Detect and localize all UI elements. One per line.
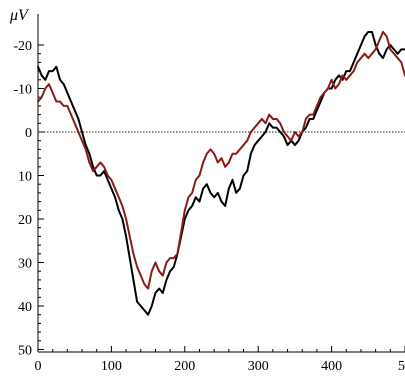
y-axis-label: μV [9,7,30,24]
x-tick-label: 400 [321,359,342,374]
y-tick-label: 50 [18,344,32,359]
series-layer [37,30,405,316]
x-tick-label: 100 [101,359,122,374]
y-tick-label: 30 [18,257,32,272]
y-tick-label: 40 [18,300,32,315]
x-tick-label: 50 [398,359,405,374]
y-tick-label: -10 [13,83,32,98]
y-tick-label: 20 [18,213,32,228]
x-tick-label: 300 [248,359,269,374]
y-tick-label: -20 [13,39,32,54]
x-tick-label: 0 [35,359,42,374]
chart-axes: -20-1001020304050010020030040050 [13,14,405,374]
series-line-2 [37,30,405,290]
y-tick-label: 10 [18,170,32,185]
x-tick-label: 200 [174,359,195,374]
y-tick-label: 0 [25,126,32,141]
